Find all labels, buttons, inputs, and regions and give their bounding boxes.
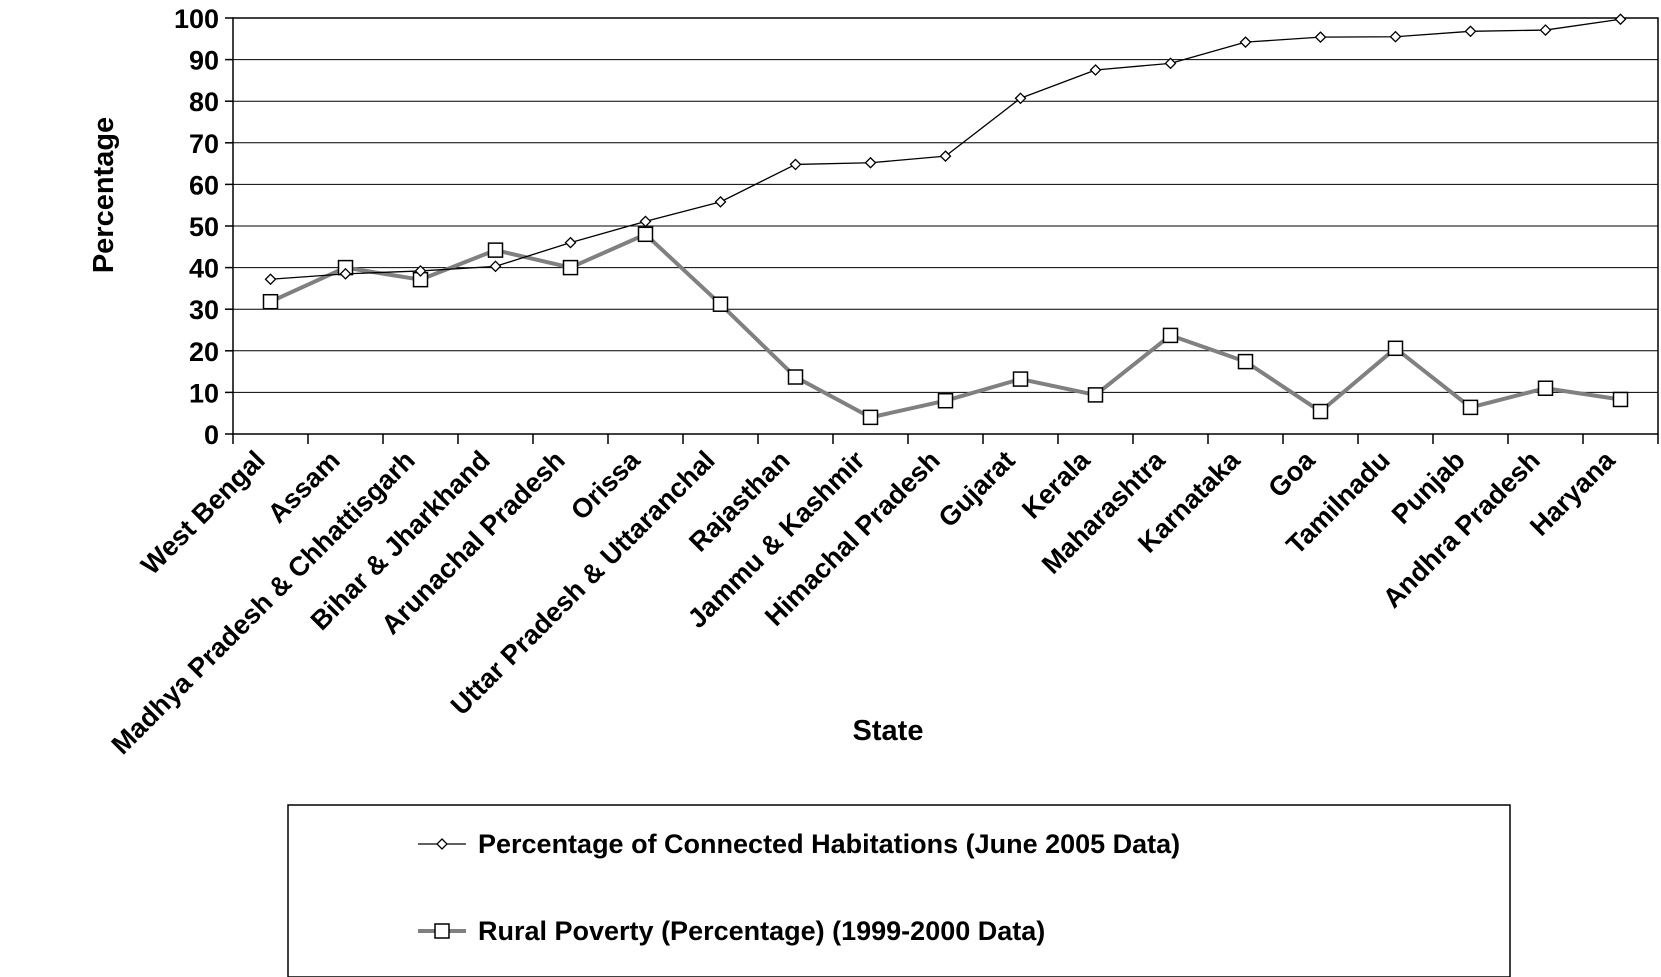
x-axis-title: State: [853, 715, 924, 747]
plot-area-border: [232, 17, 1659, 435]
y-tick-label: 50: [189, 212, 219, 242]
data-point: [1237, 353, 1254, 370]
data-point: [714, 195, 727, 208]
y-tick-label: 100: [174, 4, 219, 34]
y-tick-label: 80: [189, 87, 219, 117]
data-point: [712, 296, 729, 312]
data-point: [339, 267, 352, 280]
data-point: [1014, 92, 1027, 105]
data-point: [562, 259, 579, 276]
data-point: [1539, 24, 1552, 36]
data-point: [1389, 30, 1402, 43]
legend-label: Percentage of Connected Habitations (Jun…: [478, 829, 1180, 859]
data-point: [787, 369, 804, 385]
legend-box: [287, 804, 1511, 977]
data-point: [489, 260, 502, 273]
data-point: [414, 265, 427, 277]
data-point: [1312, 403, 1329, 420]
data-point: [1164, 57, 1177, 70]
gridlines: [225, 17, 1658, 435]
legend-swatch-marker: [436, 838, 448, 850]
series-lines: [262, 13, 1629, 426]
y-tick-label: 90: [189, 46, 219, 76]
data-point: [264, 273, 277, 286]
y-tick-label: 40: [189, 254, 219, 284]
data-point: [262, 293, 279, 310]
x-tick-label: Haryana: [1524, 444, 1621, 541]
x-tick-label: West Bengal: [135, 445, 270, 580]
data-point: [789, 158, 802, 171]
data-point: [1162, 327, 1179, 344]
data-point: [862, 409, 879, 426]
data-point: [487, 242, 504, 258]
legend-label: Rural Poverty (Percentage) (1999-2000 Da…: [478, 916, 1045, 946]
y-tick-labels: 0 10 20 30 40 50 60 70 80 90 100: [174, 4, 219, 450]
series-line: [269, 232, 1621, 420]
legend: Percentage of Connected Habitations (Jun…: [287, 804, 1511, 977]
data-point: [1464, 25, 1477, 38]
data-point: [1012, 371, 1029, 387]
data-point: [564, 236, 577, 249]
data-point: [1462, 399, 1479, 416]
x-tick-label: Madhya Pradesh & Chhattisgarh: [106, 445, 421, 760]
data-point: [864, 156, 877, 169]
data-point: [1537, 380, 1554, 396]
x-tick-label: Goa: [1262, 444, 1321, 503]
y-tick-label: 10: [189, 378, 219, 408]
data-point: [1614, 13, 1627, 26]
data-point: [1387, 340, 1404, 357]
y-tick-label: 0: [204, 420, 219, 450]
data-point: [637, 226, 654, 243]
data-point: [1612, 391, 1629, 408]
series-connected-habitations: [264, 13, 1627, 286]
y-axis-title: Percentage: [88, 117, 120, 273]
data-point: [937, 392, 954, 409]
data-point: [639, 215, 652, 228]
legend-swatch-marker: [434, 923, 450, 939]
data-point: [1239, 36, 1252, 49]
series-line: [270, 18, 1621, 280]
y-tick-label: 30: [189, 295, 219, 325]
y-tick-label: 20: [189, 337, 219, 367]
axes: [232, 17, 1659, 444]
x-tick-label: Gujarat: [933, 445, 1021, 533]
data-point: [939, 150, 952, 163]
data-point: [1087, 387, 1104, 403]
series-rural-poverty: [262, 226, 1629, 426]
y-tick-label: 70: [189, 129, 219, 159]
y-tick-label: 60: [189, 170, 219, 200]
data-point: [1314, 31, 1327, 44]
data-point: [1089, 64, 1102, 76]
